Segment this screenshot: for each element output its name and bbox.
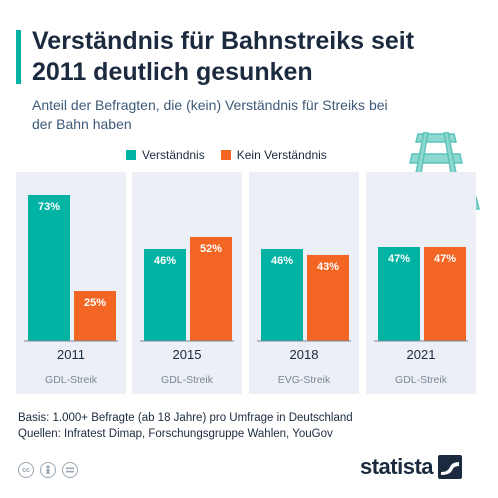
data-label-2021-verstaendnis: 47% bbox=[388, 253, 410, 265]
category-sublabel-2018: EVG-Streik bbox=[278, 374, 331, 386]
no-derivatives-icon[interactable] bbox=[62, 462, 78, 478]
data-label-2018-kein-verstaendnis: 43% bbox=[317, 261, 339, 273]
statista-logo[interactable]: statista bbox=[360, 454, 463, 480]
chart-title: Verständnis für Bahnstreiks seit 2011 de… bbox=[32, 27, 415, 86]
attribution-icon[interactable] bbox=[40, 462, 56, 478]
bar-2015-verstaendnis bbox=[144, 249, 186, 341]
bar-2015-kein-verstaendnis bbox=[190, 237, 232, 341]
bar-2018-kein-verstaendnis bbox=[307, 255, 349, 341]
sources-note: Quellen: Infratest Dimap, Forschungsgrup… bbox=[18, 428, 333, 440]
bar-2011-verstaendnis bbox=[28, 195, 70, 341]
creative-commons-icon[interactable]: cc bbox=[18, 462, 34, 478]
bar-chart: 73% 25% 2011 GDL-Streik 46% 52% 2015 GDL-Streik… bbox=[16, 172, 476, 394]
data-label-2018-verstaendnis: 46% bbox=[271, 255, 293, 267]
data-label-2011-verstaendnis: 73% bbox=[38, 201, 60, 213]
legend-label-kein-verstaendnis: Kein Verständnis bbox=[236, 148, 327, 162]
legend-label-verstaendnis: Verständnis bbox=[142, 148, 205, 162]
chart-subtitle: Anteil der Befragten, die (kein) Verstän… bbox=[32, 97, 388, 132]
license-icons: cc bbox=[18, 462, 84, 478]
category-sublabel-2015: GDL-Streik bbox=[161, 374, 214, 386]
category-label-2018: 2018 bbox=[290, 347, 319, 362]
category-sublabel-2011: GDL-Streik bbox=[45, 374, 98, 386]
data-label-2011-kein-verstaendnis: 25% bbox=[84, 297, 106, 309]
legend-swatch-verstaendnis bbox=[126, 150, 136, 160]
basis-note: Basis: 1.000+ Befragte (ab 18 Jahre) pro… bbox=[18, 412, 353, 424]
category-sublabel-2021: GDL-Streik bbox=[395, 374, 448, 386]
legend-item-verstaendnis: Verständnis bbox=[126, 148, 205, 162]
data-label-2015-kein-verstaendnis: 52% bbox=[200, 243, 222, 255]
category-label-2015: 2015 bbox=[173, 347, 202, 362]
bar-2021-verstaendnis bbox=[378, 247, 420, 341]
footer-note: Basis: 1.000+ Befragte (ab 18 Jahre) pro… bbox=[18, 410, 353, 442]
bar-2011-kein-verstaendnis bbox=[74, 291, 116, 341]
title-accent-bar bbox=[16, 30, 21, 84]
data-label-2015-verstaendnis: 46% bbox=[154, 255, 176, 267]
legend-swatch-kein-verstaendnis bbox=[220, 150, 231, 160]
category-label-2021: 2021 bbox=[407, 347, 436, 362]
statista-logo-mark-icon bbox=[438, 455, 463, 479]
category-label-2011: 2011 bbox=[57, 347, 85, 362]
data-label-2021-kein-verstaendnis: 47% bbox=[434, 253, 456, 265]
logo-text: statista bbox=[360, 454, 434, 479]
bar-2021-kein-verstaendnis bbox=[424, 247, 466, 341]
bar-2018-verstaendnis bbox=[261, 249, 303, 341]
chart-legend: Verständnis Kein Verständnis bbox=[126, 148, 343, 162]
legend-item-kein-verstaendnis: Kein Verständnis bbox=[220, 148, 327, 162]
